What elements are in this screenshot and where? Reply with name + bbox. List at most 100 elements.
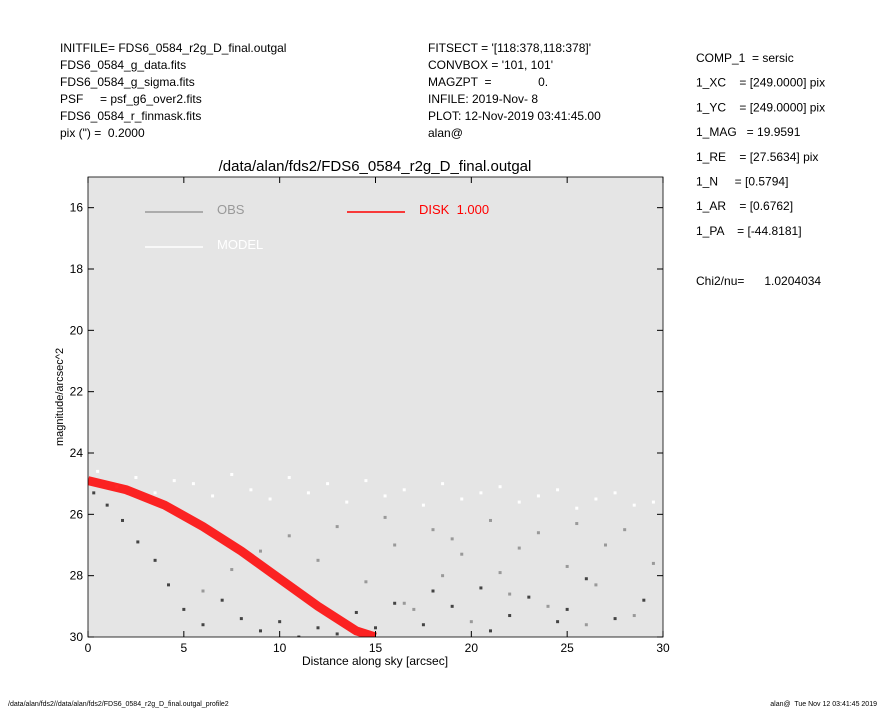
x-tick-label: 10	[273, 641, 287, 655]
point	[479, 586, 483, 590]
point	[201, 589, 205, 593]
point	[172, 479, 176, 483]
point	[259, 629, 262, 633]
y-tick-label: 22	[70, 385, 84, 399]
point	[191, 482, 195, 486]
point	[498, 571, 502, 575]
point	[575, 506, 579, 510]
header-line: 1_AR = [0.6762]	[696, 199, 793, 213]
point	[259, 549, 262, 553]
point	[316, 626, 320, 630]
point	[536, 494, 540, 498]
point	[278, 620, 282, 624]
point	[374, 626, 377, 630]
header-line: pix (") = 0.2000	[60, 126, 145, 140]
point	[632, 503, 636, 507]
x-tick-label: 0	[85, 641, 92, 655]
point	[431, 589, 435, 593]
point	[326, 482, 330, 486]
point	[651, 561, 655, 565]
point	[153, 491, 157, 495]
point	[393, 601, 397, 605]
y-tick-label: 20	[70, 323, 84, 337]
header-line: PSF = psf_g6_over2.fits	[60, 92, 202, 106]
y-tick-label: 30	[70, 630, 84, 644]
point	[527, 595, 531, 599]
point	[450, 604, 454, 608]
header-line: COMP_1 = sersic	[696, 51, 794, 65]
point	[182, 607, 186, 611]
legend-label: MODEL	[217, 237, 263, 252]
chi2: Chi2/nu= 1.0204034	[696, 274, 821, 288]
footer: /data/alan/fds2//data/alan/fds2/FDS6_058…	[8, 701, 229, 708]
header-line: alan@	[428, 126, 463, 140]
header-line: FDS6_0584_r_finmask.fits	[60, 109, 201, 123]
point	[632, 614, 636, 618]
footer: alan@ Tue Nov 12 03:41:45 2019	[770, 701, 877, 708]
x-tick-label: 30	[656, 641, 670, 655]
header-line: FITSECT = '[118:378,118:378]'	[428, 41, 591, 55]
x-tick-label: 5	[180, 641, 187, 655]
point	[364, 479, 368, 483]
x-axis-label: Distance along sky [arcsec]	[302, 654, 448, 668]
chart-title: /data/alan/fds2/FDS6_0584_r2g_D_final.ou…	[219, 158, 532, 175]
x-tick-label: 15	[369, 641, 383, 655]
point	[287, 534, 291, 538]
y-tick-label: 16	[70, 201, 84, 215]
point	[211, 494, 215, 498]
point	[364, 580, 368, 584]
header-line: 1_N = [0.5794]	[696, 175, 788, 189]
point	[517, 500, 521, 504]
legend-label: DISK 1.000	[419, 202, 489, 217]
point	[220, 598, 224, 602]
point	[354, 610, 358, 614]
x-tick-label: 20	[465, 641, 479, 655]
point	[230, 568, 234, 572]
point	[584, 577, 588, 581]
plot-marks	[88, 469, 655, 637]
point	[306, 491, 310, 495]
point	[546, 604, 550, 608]
point	[134, 476, 138, 480]
plot-background	[88, 177, 663, 637]
point	[335, 632, 339, 636]
header-line: CONVBOX = '101, 101'	[428, 58, 553, 72]
point	[96, 469, 100, 473]
point	[508, 592, 512, 596]
header-line: 1_MAG = 19.9591	[696, 125, 801, 139]
model-line	[88, 476, 377, 637]
point	[239, 617, 243, 621]
point	[230, 472, 234, 476]
y-tick-label: 28	[70, 569, 84, 583]
point	[594, 497, 598, 501]
point	[402, 601, 406, 605]
point	[469, 620, 473, 624]
point	[383, 494, 387, 498]
point	[345, 500, 349, 504]
point	[460, 497, 464, 501]
point	[441, 574, 445, 578]
point	[136, 540, 140, 544]
point	[508, 614, 512, 618]
point	[489, 518, 492, 522]
header-line: FDS6_0584_g_sigma.fits	[60, 75, 195, 89]
point	[565, 564, 569, 568]
header-line: PLOT: 12-Nov-2019 03:41:45.00	[428, 109, 601, 123]
y-axis-label: magnitude/arcsec^2	[54, 348, 66, 446]
point	[412, 607, 416, 611]
point	[556, 488, 560, 492]
header-line: 1_XC = [249.0000] pix	[696, 76, 825, 90]
point	[613, 617, 617, 621]
point	[297, 635, 301, 637]
point	[402, 488, 406, 492]
point	[584, 623, 588, 627]
header-line: MAGZPT = 0.	[428, 75, 548, 89]
point	[383, 515, 387, 519]
header-line: 1_YC = [249.0000] pix	[696, 100, 825, 114]
point	[460, 552, 464, 556]
legend-label: OBS	[217, 202, 245, 217]
point	[431, 528, 435, 532]
point	[121, 518, 124, 522]
y-tick-label: 24	[70, 446, 84, 460]
point	[249, 488, 253, 492]
